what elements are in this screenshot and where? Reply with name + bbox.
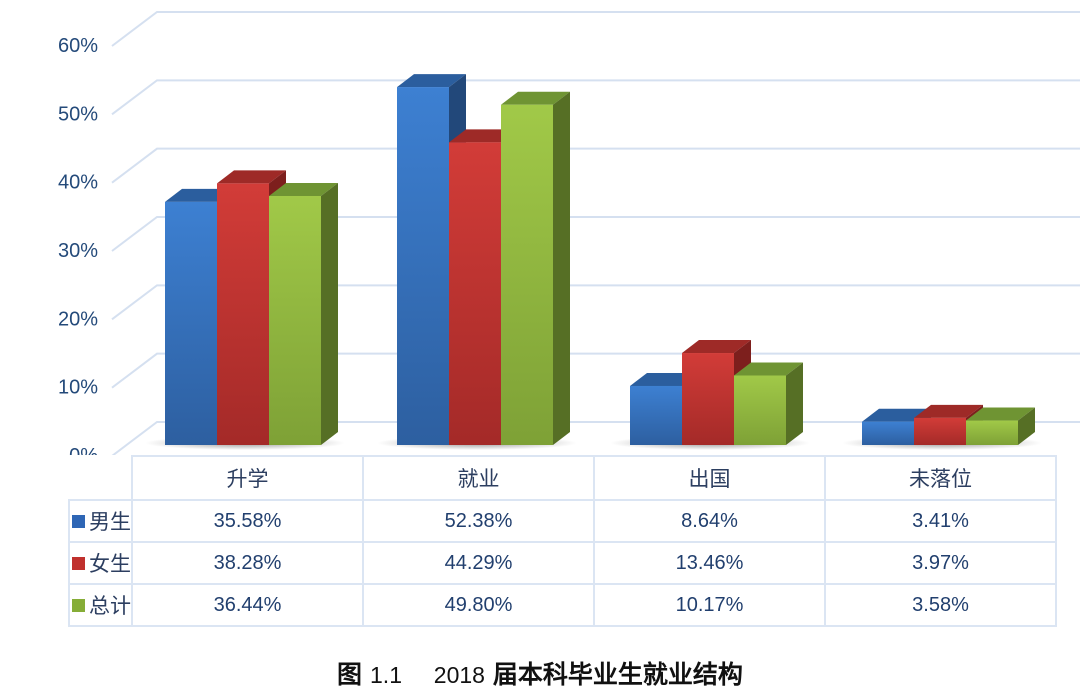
legend-entry: 女生 — [68, 541, 133, 585]
table-cell: 36.44% — [131, 583, 364, 627]
svg-text:30%: 30% — [58, 240, 98, 262]
series-label: 总计 — [89, 594, 131, 618]
bar — [501, 91, 570, 445]
table-cell: 10.17% — [593, 583, 826, 627]
bar — [630, 372, 699, 445]
table-cell: 38.28% — [131, 541, 364, 585]
table-cell: 52.38% — [362, 499, 595, 543]
caption-fig-label: 图 — [337, 660, 363, 689]
svg-text:20%: 20% — [58, 308, 98, 330]
table-row: 女生 38.28% 44.29% 13.46% 3.97% — [68, 541, 1057, 585]
series-label: 女生 — [89, 552, 131, 576]
bar-chart: 0% 10% 20% 30% 40% 50% 60% — [58, 11, 1080, 455]
legend-swatch-female — [72, 557, 85, 570]
category-header: 就业 — [362, 455, 595, 501]
legend-swatch-male — [72, 515, 85, 528]
legend-swatch-total — [72, 599, 85, 612]
svg-text:40%: 40% — [58, 172, 98, 194]
y-axis-ticks: 0% 10% 20% 30% 40% 50% 60% — [58, 35, 98, 455]
figure-caption: 图 1.1 2018 届本科毕业生就业结构 — [0, 655, 1080, 691]
bar-group — [842, 404, 1042, 450]
table-row: 总计 36.44% 49.80% 10.17% 3.58% — [68, 583, 1057, 627]
svg-text:50%: 50% — [58, 103, 98, 125]
svg-text:60%: 60% — [58, 35, 98, 57]
series-label: 男生 — [89, 510, 131, 534]
bar — [734, 362, 803, 445]
bar-group — [610, 340, 810, 450]
table-cell: 8.64% — [593, 499, 826, 543]
caption-year: 2018 — [433, 662, 485, 688]
table-cell: 3.58% — [824, 583, 1057, 627]
caption-fig-number: 1.1 — [370, 662, 402, 688]
data-table: 升学 就业 出国 未落位 男生 35.58% 52.38% 8.64% 3.41… — [68, 455, 1057, 627]
svg-text:0%: 0% — [69, 445, 98, 455]
table-cell: 44.29% — [362, 541, 595, 585]
legend-entry: 男生 — [68, 499, 133, 543]
bar — [269, 182, 338, 445]
table-row: 男生 35.58% 52.38% 8.64% 3.41% — [68, 499, 1057, 543]
svg-text:10%: 10% — [58, 377, 98, 399]
table-cell: 3.41% — [824, 499, 1057, 543]
category-header: 升学 — [131, 455, 364, 501]
bar-series — [145, 74, 1042, 450]
table-cell: 13.46% — [593, 541, 826, 585]
bar — [966, 407, 1035, 445]
legend-entry: 总计 — [68, 583, 133, 627]
table-corner — [69, 456, 133, 501]
category-header: 出国 — [593, 455, 826, 501]
gridlines — [111, 11, 1080, 455]
caption-text: 届本科毕业生就业结构 — [492, 660, 743, 689]
table-cell: 35.58% — [131, 499, 364, 543]
table-cell: 3.97% — [824, 541, 1057, 585]
bar-group — [377, 74, 577, 450]
table-cell: 49.80% — [362, 583, 595, 627]
bar-group — [145, 170, 345, 450]
category-header: 未落位 — [824, 455, 1057, 501]
table-header-row: 升学 就业 出国 未落位 — [69, 455, 1057, 501]
